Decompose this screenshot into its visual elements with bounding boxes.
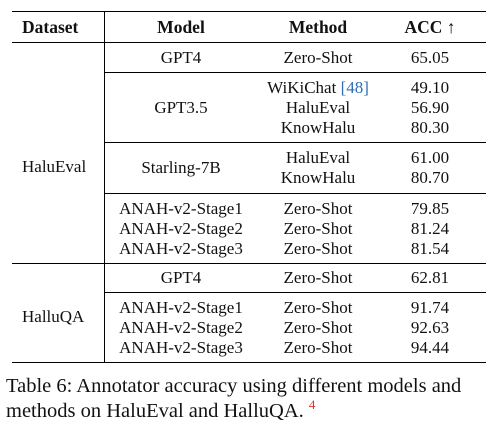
section-rule	[12, 263, 486, 264]
method-cell: Zero-Shot	[283, 338, 353, 357]
acc-cell: 49.10	[410, 78, 450, 97]
group-rule	[104, 193, 486, 194]
method-cell: Zero-Shot	[283, 48, 353, 67]
acc-cell: 81.24	[410, 219, 450, 238]
header-dataset: Dataset	[22, 17, 79, 37]
method-cell: Zero-Shot	[283, 199, 353, 218]
table-caption: Table 6: Annotator accuracy using differ…	[6, 374, 494, 424]
model-cell: GPT4	[160, 48, 202, 67]
acc-cell: 62.81	[410, 268, 450, 287]
dataset-label: HalluQA	[22, 307, 85, 326]
model-cell: ANAH-v2-Stage3	[119, 338, 243, 357]
model-cell: Starling-7B	[141, 158, 221, 177]
table-bottom-rule	[12, 362, 486, 363]
method-cell: HaluEval	[285, 148, 351, 167]
model-cell: GPT4	[160, 268, 202, 287]
header-model: Model	[157, 17, 205, 37]
model-cell: ANAH-v2-Stage3	[119, 239, 243, 258]
acc-cell: 79.85	[410, 199, 450, 218]
dataset-label: HaluEval	[22, 157, 87, 176]
acc-cell: 65.05	[410, 48, 450, 67]
footnote-mark[interactable]: 4	[308, 397, 316, 413]
method-cell: WiKiChat [48]	[267, 78, 369, 98]
method-cell: Zero-Shot	[283, 219, 353, 238]
model-cell: ANAH-v2-Stage1	[119, 199, 243, 218]
model-cell: GPT3.5	[154, 98, 208, 117]
model-cell: ANAH-v2-Stage2	[119, 318, 243, 337]
acc-cell: 92.63	[410, 318, 450, 337]
citation-link[interactable]: [48]	[340, 78, 369, 97]
model-cell: ANAH-v2-Stage2	[119, 219, 243, 238]
group-rule	[104, 142, 486, 143]
header-method: Method	[288, 17, 348, 37]
method-cell: Zero-Shot	[283, 298, 353, 317]
acc-cell: 61.00	[410, 148, 450, 167]
column-separator	[104, 11, 105, 362]
acc-cell: 80.30	[410, 118, 450, 137]
method-cell: Zero-Shot	[283, 318, 353, 337]
acc-cell: 80.70	[410, 168, 450, 187]
method-cell: HaluEval	[285, 98, 351, 117]
table-top-rule	[12, 11, 486, 12]
acc-cell: 91.74	[410, 298, 450, 317]
caption-text: Table 6: Annotator accuracy using differ…	[6, 375, 462, 422]
method-cell: Zero-Shot	[283, 239, 353, 258]
method-cell: Zero-Shot	[283, 268, 353, 287]
acc-cell: 81.54	[410, 239, 450, 258]
group-rule	[104, 72, 486, 73]
acc-cell: 56.90	[410, 98, 450, 117]
acc-cell: 94.44	[410, 338, 450, 357]
header-bottom-rule	[12, 42, 486, 43]
header-acc: ACC ↑	[404, 17, 456, 37]
model-cell: ANAH-v2-Stage1	[119, 298, 243, 317]
method-cell: KnowHalu	[280, 168, 356, 187]
method-cell: KnowHalu	[280, 118, 356, 137]
group-rule	[104, 292, 486, 293]
method-text: WiKiChat	[267, 78, 337, 97]
